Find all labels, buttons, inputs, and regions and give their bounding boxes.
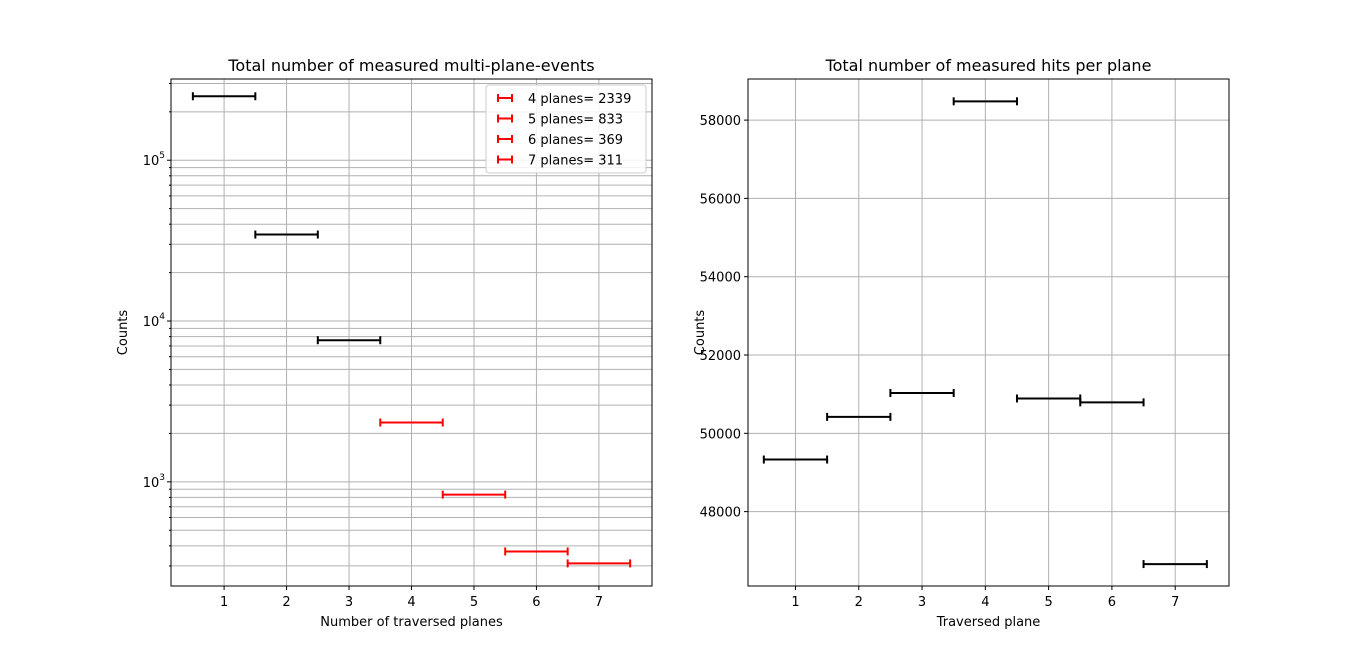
- y-tick-base: 10: [143, 476, 160, 491]
- errorbar-point: [1142, 560, 1208, 569]
- y-tick-label: 56000: [700, 192, 741, 207]
- marks-left: [191, 92, 632, 568]
- y-tick-label: 50000: [700, 427, 741, 442]
- x-tick-label: 2: [282, 595, 290, 610]
- y-tick-base: 10: [143, 154, 160, 169]
- errorbar-point: [441, 490, 507, 499]
- legend-box: [485, 84, 647, 174]
- y-tick-label: 52000: [700, 349, 741, 364]
- y-axis-label-left: Counts: [116, 310, 131, 356]
- y-tick-label: 48000: [700, 506, 741, 521]
- y-tick-label: 104: [143, 312, 166, 330]
- legend-label: 4 planes= 2339: [528, 92, 631, 107]
- y-tick-label: 105: [143, 151, 165, 169]
- errorbar-point: [952, 97, 1018, 106]
- x-tick-label: 5: [1044, 595, 1052, 610]
- errorbar-point: [254, 230, 319, 239]
- grid-right: [748, 79, 1229, 586]
- legend-label: 6 planes= 369: [528, 133, 623, 148]
- x-tick-label: 2: [855, 595, 863, 610]
- x-tick-label: 3: [345, 595, 353, 610]
- plot-hits-per-plane: 1 2 3 4 5 6 7 48000 50000 52000 54000 56000 58000 To…: [693, 56, 1230, 630]
- ticks-right: 1 2 3 4 5 6 7 48000 50000 52000 54000 56000 58000: [700, 114, 1180, 610]
- x-tick-label: 6: [1108, 595, 1116, 610]
- errorbar-point: [826, 412, 892, 421]
- y-tick-label: 54000: [700, 271, 741, 286]
- errorbar-point: [566, 559, 632, 568]
- x-tick-label: 5: [470, 595, 478, 610]
- legend-label: 5 planes= 833: [528, 113, 623, 128]
- legend-label: 7 planes= 311: [528, 154, 623, 169]
- y-tick-exponent: 5: [159, 151, 165, 161]
- x-tick-label: 6: [532, 595, 540, 610]
- x-tick-label: 4: [981, 595, 989, 610]
- y-tick-exponent: 4: [159, 312, 165, 322]
- legend-entry: 7 planes= 311: [497, 154, 623, 169]
- errorbar-point: [191, 92, 257, 101]
- x-tick-label: 3: [918, 595, 926, 610]
- chart-title-right: Total number of measured hits per plane: [825, 56, 1152, 75]
- x-tick-label: 1: [220, 595, 228, 610]
- legend-entry: 6 planes= 369: [497, 133, 623, 148]
- errorbar-point: [889, 388, 955, 397]
- chart-title-left: Total number of measured multi-plane-eve…: [227, 56, 594, 75]
- axes-frame-right: [747, 78, 1230, 587]
- x-tick-label: 7: [595, 595, 603, 610]
- y-tick-label: 103: [143, 473, 165, 491]
- errorbar-point: [762, 455, 829, 464]
- marks-right: [762, 97, 1208, 569]
- x-tick-label: 1: [791, 595, 799, 610]
- errorbar-point: [379, 418, 444, 427]
- y-axis-label-right: Counts: [693, 310, 708, 356]
- y-tick-label: 58000: [700, 114, 741, 129]
- x-axis-label-left: Number of traversed planes: [320, 615, 503, 630]
- legend-entry: 5 planes= 833: [497, 113, 623, 128]
- legend: 4 planes= 2339 5 planes= 833 6 planes= 369…: [485, 84, 647, 174]
- x-tick-label: 4: [407, 595, 415, 610]
- x-tick-label: 7: [1171, 595, 1179, 610]
- legend-entry: 4 planes= 2339: [497, 92, 631, 107]
- x-axis-label-right: Traversed plane: [936, 615, 1041, 630]
- y-tick-base: 10: [143, 315, 160, 330]
- errorbar-point: [504, 547, 569, 556]
- errorbar-point: [1079, 398, 1145, 407]
- y-tick-exponent: 3: [159, 473, 165, 483]
- errorbar-point: [316, 336, 382, 345]
